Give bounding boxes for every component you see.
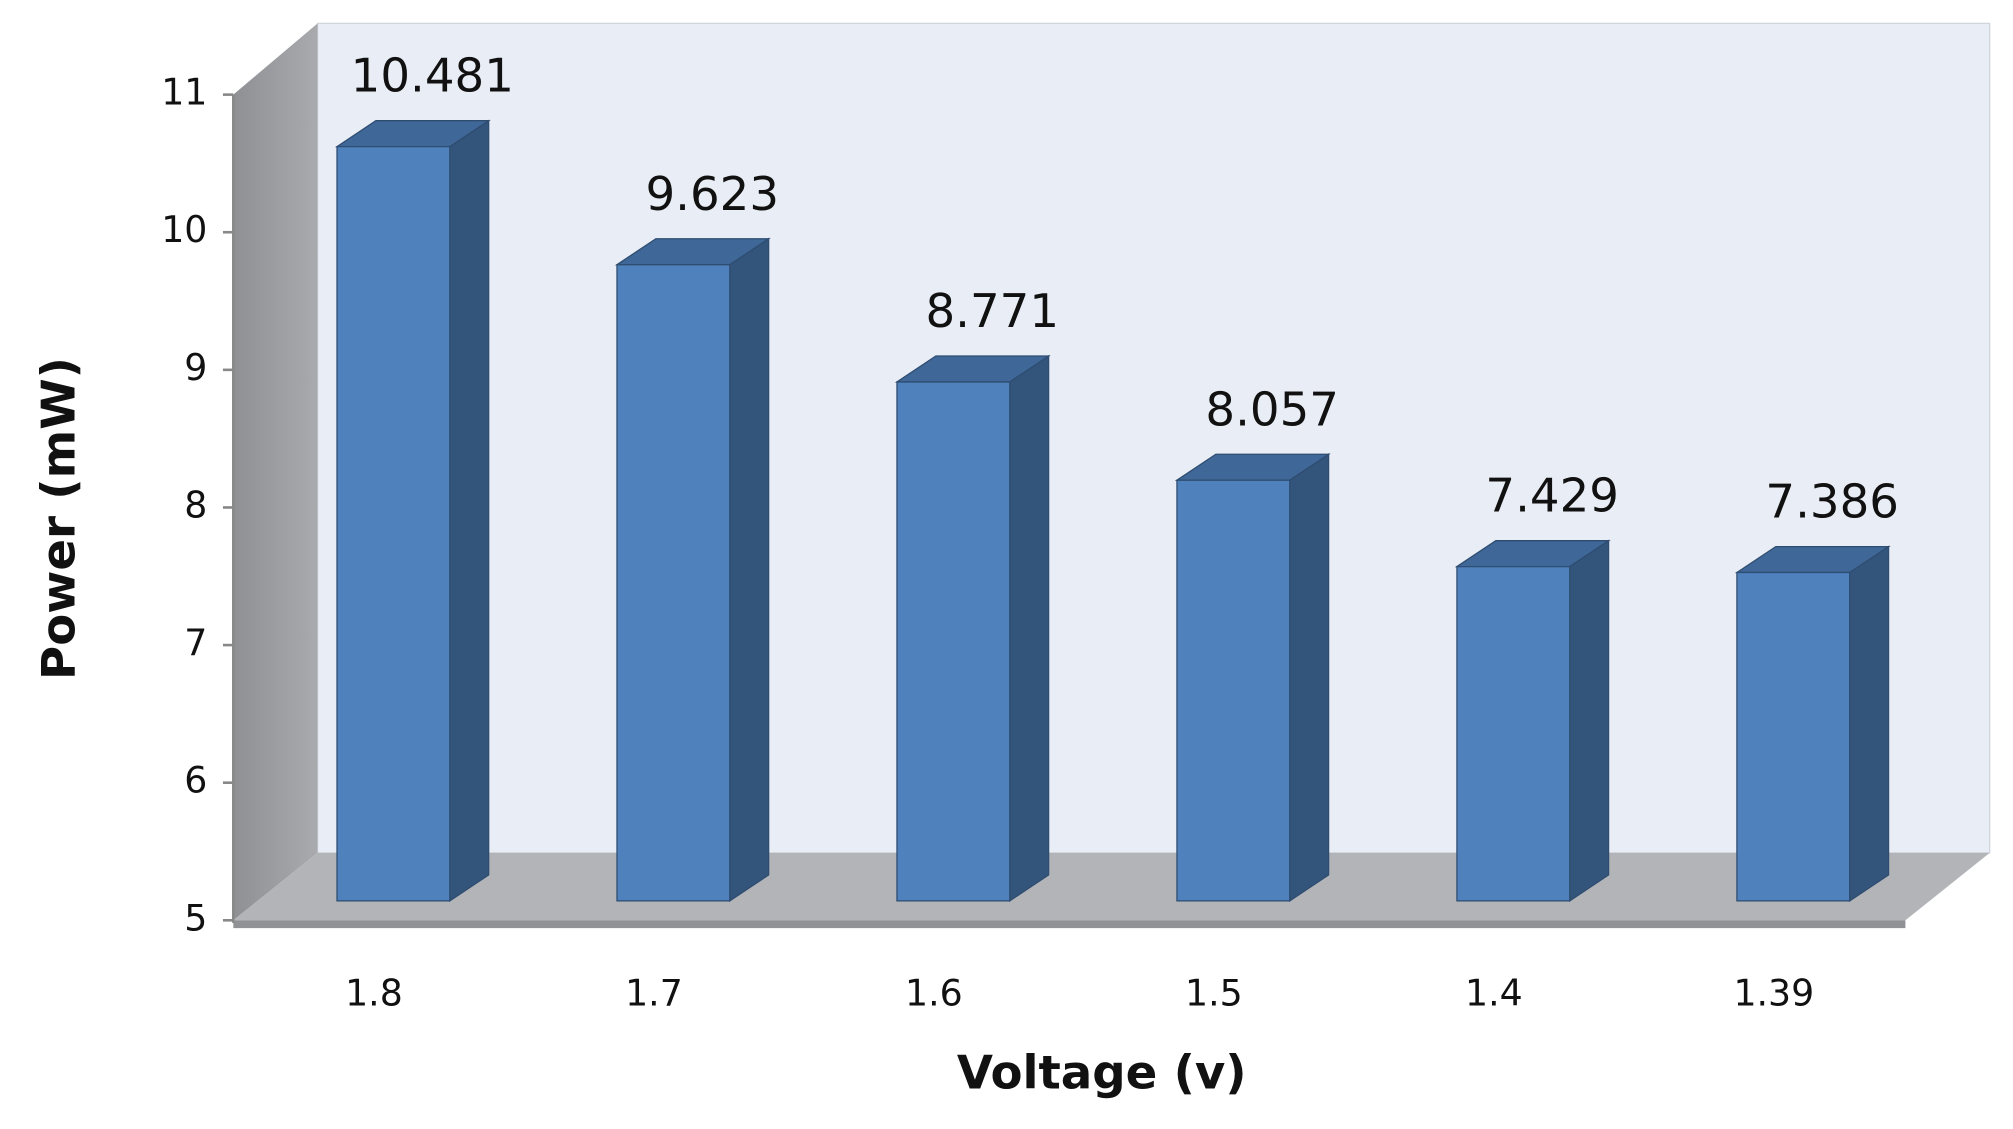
side-wall [233,23,318,921]
x-tick-label: 1.5 [1185,971,1243,1014]
y-tick-label: 11 [161,71,207,114]
bar [894,354,1051,903]
bar-front [1456,565,1571,902]
bar-front [1736,571,1851,902]
bar-side [1009,354,1050,903]
x-tick-label: 1.8 [345,971,403,1014]
bar-front [616,264,731,902]
bar-side [449,119,490,903]
bar-side [1849,545,1890,903]
y-tick-label: 5 [184,896,207,939]
x-tick-label: 1.4 [1465,971,1523,1014]
bar-front [336,145,451,902]
bar [1174,453,1331,903]
value-label: 10.481 [351,50,514,104]
value-label: 8.057 [1205,383,1339,437]
value-label: 9.623 [645,168,779,222]
floor-edge [233,920,1906,929]
bar-side [1569,539,1610,903]
y-tick-label: 7 [184,621,207,664]
value-label: 8.771 [925,285,1059,339]
bar [1454,539,1611,903]
bar [334,119,491,903]
x-tick-label: 1.39 [1733,971,1814,1014]
bar [614,237,771,903]
value-label: 7.386 [1765,476,1899,530]
bar-side [729,237,770,903]
value-label: 7.429 [1485,470,1619,524]
y-tick-label: 8 [184,483,207,526]
floor [233,852,1990,921]
y-tick-label: 10 [161,208,207,251]
bar [1734,545,1891,903]
bar-front [896,381,1011,902]
bar-front [1176,479,1291,902]
y-tick-label: 9 [184,346,207,389]
y-axis-title: Power (mW) [33,357,87,680]
y-tick-label: 6 [184,759,207,802]
bar-side [1289,453,1330,903]
x-tick-label: 1.7 [625,971,683,1014]
x-axis-title: Voltage (v) [957,1046,1247,1100]
x-tick-label: 1.6 [905,971,963,1014]
